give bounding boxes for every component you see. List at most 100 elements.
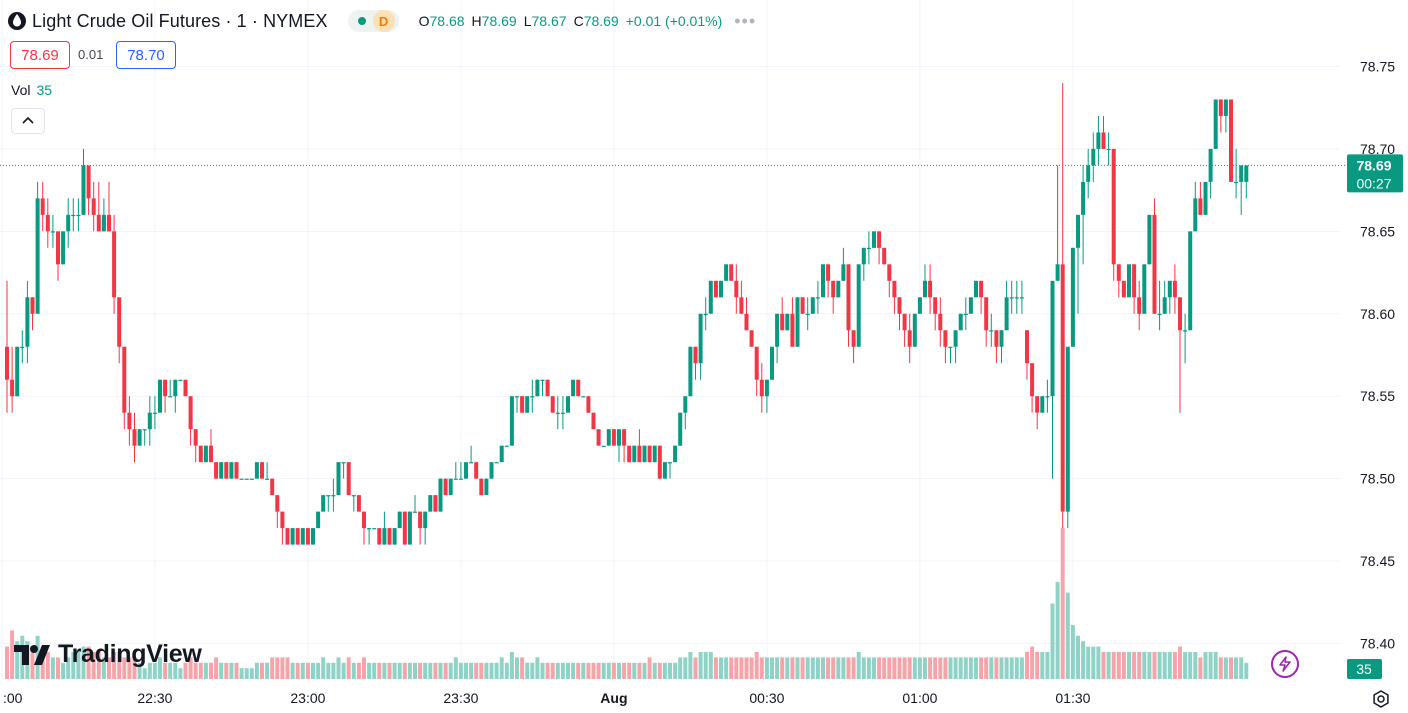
time-axis[interactable]: :00 22:30 23:00 23:30 Aug 00:30 01:00 01:30 [3,690,1091,706]
candle-body [1076,214,1080,248]
candle-body [1127,264,1131,298]
volume-bar [744,657,749,679]
candle-body [351,495,356,497]
volume-bar [1055,581,1060,679]
volume-bar [1009,657,1014,679]
volume-bar [214,657,219,679]
volume-bar [826,657,831,679]
volume-bar [759,657,764,679]
candle-body [35,198,40,314]
volume-bar [387,662,392,679]
candle-body [173,379,178,397]
volume-bar [1014,657,1019,679]
candle-body [754,346,759,380]
candle-body [1101,132,1106,149]
candle-body [933,297,938,314]
volume-bar [525,662,530,679]
candle-body [413,511,417,513]
volume-bar [785,657,790,679]
volume-bar [1116,652,1121,679]
collapse-legend-button[interactable] [11,108,45,134]
volume-bar [897,657,902,679]
candle-body [846,264,851,331]
candle-body [866,247,871,250]
volume-bar [1244,662,1249,679]
volume-bar [1030,646,1035,679]
volume-bar [805,657,810,679]
candle-body [260,462,264,479]
candle-body [494,462,499,464]
volume-bar [270,657,275,679]
candle-body [198,445,203,463]
volume-bar [749,657,754,679]
candle-body [963,313,968,315]
candle-body [530,396,535,398]
candle-body [1223,99,1228,116]
candle-body [805,313,810,315]
volume-bar [392,662,397,679]
candle-body [1167,280,1172,298]
candle-body [96,214,101,232]
volume-bar [407,662,412,679]
candle-body [642,445,647,463]
candle-body [1070,247,1075,347]
candle-body [183,379,188,397]
flash-icon[interactable] [1271,650,1299,678]
candle-body [270,478,275,496]
candle-body [407,511,412,545]
candle-body [275,495,280,512]
candle-body [137,429,142,446]
volume-bar [423,662,428,679]
sell-price-button[interactable]: 78.69 [10,41,70,69]
candle-body [1116,264,1121,281]
candle-body [902,313,907,331]
volume-bar [861,657,866,679]
ohlc-low: L78.67 [523,13,567,29]
candle-body [877,231,882,248]
volume-bar [1101,652,1106,679]
market-status-badge[interactable]: D [347,10,399,32]
ohlc-open: O78.68 [418,13,465,29]
candle-body [112,231,117,298]
candle-body [989,330,994,332]
candle-body [938,313,943,331]
volume-bar [1132,652,1137,679]
candle-body [678,412,683,446]
volume-bar [882,657,887,679]
volume-bar [1004,657,1009,679]
candle-body [571,379,576,397]
volume-bar [1162,652,1167,679]
price-axis[interactable]: 78.75 78.70 78.65 78.60 78.55 78.50 78.45 78.40 [1360,58,1395,651]
volume-bar [40,646,45,679]
volume-legend[interactable]: Vol 35 [11,82,52,98]
candle-body [1065,346,1070,512]
candle-body [953,330,958,347]
candle-body [489,462,494,479]
candle-body [1239,165,1244,182]
candle-body [1009,297,1014,299]
chevron-up-icon [22,116,34,124]
candle-body [892,280,897,298]
volume-bar [489,662,494,679]
volume-bar [178,668,183,679]
candle-body [254,462,259,479]
volume-bar [260,662,264,679]
candle-body [596,429,601,446]
tradingview-logo[interactable]: TradingView [14,640,202,669]
candle-body [418,511,423,529]
volume-bar [571,662,576,679]
candle-body [1040,396,1045,413]
buy-price-button[interactable]: 78.70 [116,41,176,69]
symbol-title[interactable]: Light Crude Oil Futures · 1 · NYMEX [32,10,328,31]
volume-bar [484,662,489,679]
candle-body [362,511,366,529]
more-dots-icon[interactable]: ••• [734,10,757,31]
volume-bar [836,657,841,679]
volume-bar [448,662,453,679]
candle-body [326,495,331,497]
candle-body [688,346,693,397]
gear-icon[interactable] [1370,688,1392,710]
candle-body [188,396,193,430]
candle-body [1178,297,1182,331]
